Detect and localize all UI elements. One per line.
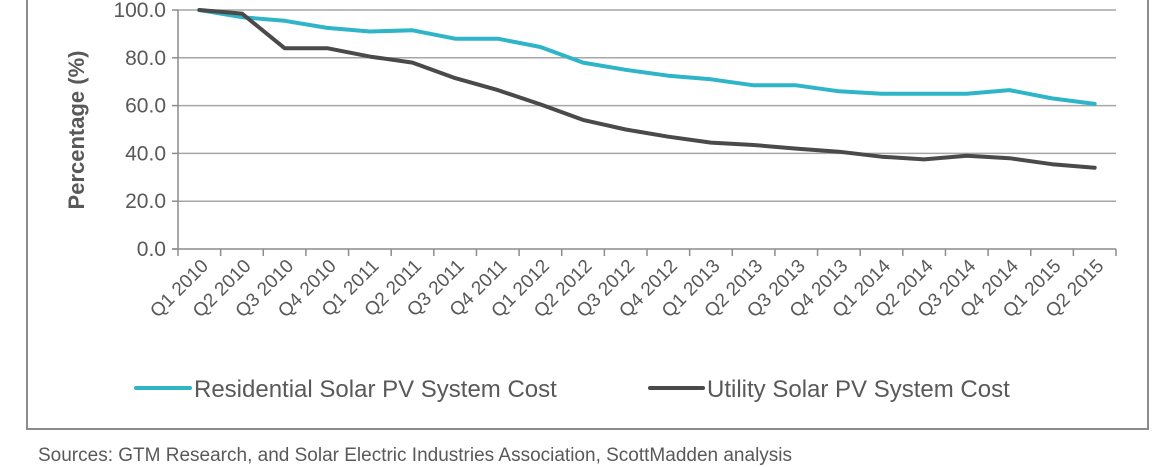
gridlines [178, 9, 1116, 202]
y-tick-label: 0.0 [137, 238, 166, 261]
legend-label: Residential Solar PV System Cost [194, 376, 557, 403]
y-tick-label: 40.0 [125, 142, 166, 165]
y-tick-label: 60.0 [125, 95, 166, 118]
y-tick-label: 20.0 [125, 190, 166, 213]
y-axis: 0.0 20.0 40.0 60.0 80.0 100.0 [113, 0, 179, 261]
y-tick-label: 100.0 [113, 0, 166, 22]
series-line-residential [197, 8, 1097, 106]
series-lines [197, 8, 1097, 170]
legend: Residential Solar PV System Cost Utility … [134, 376, 1010, 403]
y-axis-label: Percentage (%) [64, 51, 89, 210]
legend-label: Utility Solar PV System Cost [707, 376, 1010, 403]
y-tick-label: 80.0 [125, 47, 166, 70]
series-line-utility [197, 8, 1097, 170]
source-note: Sources: GTM Research, and Solar Electri… [38, 445, 793, 466]
chart-frame [26, 0, 1149, 430]
